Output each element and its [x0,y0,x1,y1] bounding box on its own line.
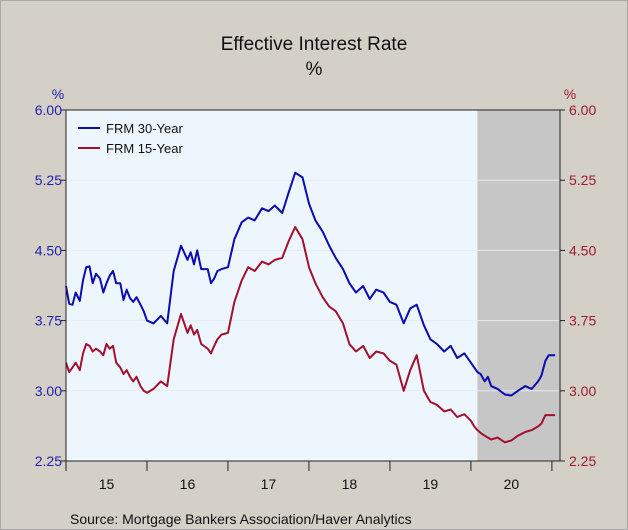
y-axis-ticks: 6.00 6.00 5.25 5.25 4.50 4.50 3.75 3.75 3.00 3.00… [35,102,597,469]
chart-subtitle: % [306,59,323,80]
y-tick-label-left: 6.00 [35,102,62,118]
source-note: Source: Mortgage Bankers Association/Hav… [70,511,412,527]
x-tick-label: 20 [504,476,520,492]
y-tick-label-left: 5.25 [35,172,62,188]
series-line-frm-30-year [65,171,556,397]
y-tick-label-left: 4.50 [35,242,62,258]
y-tick-label-right: 2.25 [569,453,596,469]
y-tick-label-right: 3.75 [569,313,596,329]
plot-area [65,109,561,462]
x-axis-ticks: 15 16 17 18 19 20 [65,461,553,492]
y-tick-label-left: 3.00 [35,383,62,399]
y-axis-left-unit: % [52,86,64,102]
y-axis-right-unit: % [564,86,576,102]
y-tick-label-left: 2.25 [35,453,62,469]
x-tick-label: 16 [180,476,196,492]
x-tick-label: 17 [261,476,277,492]
chart-title: Effective Interest Rate [221,34,408,55]
x-tick-label: 15 [99,476,115,492]
y-tick-label-right: 6.00 [569,102,596,118]
legend-label: FRM 30-Year [106,121,183,136]
plot-border [65,109,561,462]
y-tick-label-right: 5.25 [569,172,596,188]
series-line-frm-15-year [65,226,556,444]
legend-label: FRM 15-Year [106,141,183,156]
y-tick-label-right: 4.50 [569,242,596,258]
legend: FRM 30-Year FRM 15-Year [78,121,183,156]
series-lines [65,171,556,444]
x-tick-label: 18 [342,476,358,492]
recession-shading [477,110,560,461]
y-tick-label-right: 3.00 [569,383,596,399]
x-tick-label: 19 [423,476,439,492]
y-tick-label-left: 3.75 [35,313,62,329]
